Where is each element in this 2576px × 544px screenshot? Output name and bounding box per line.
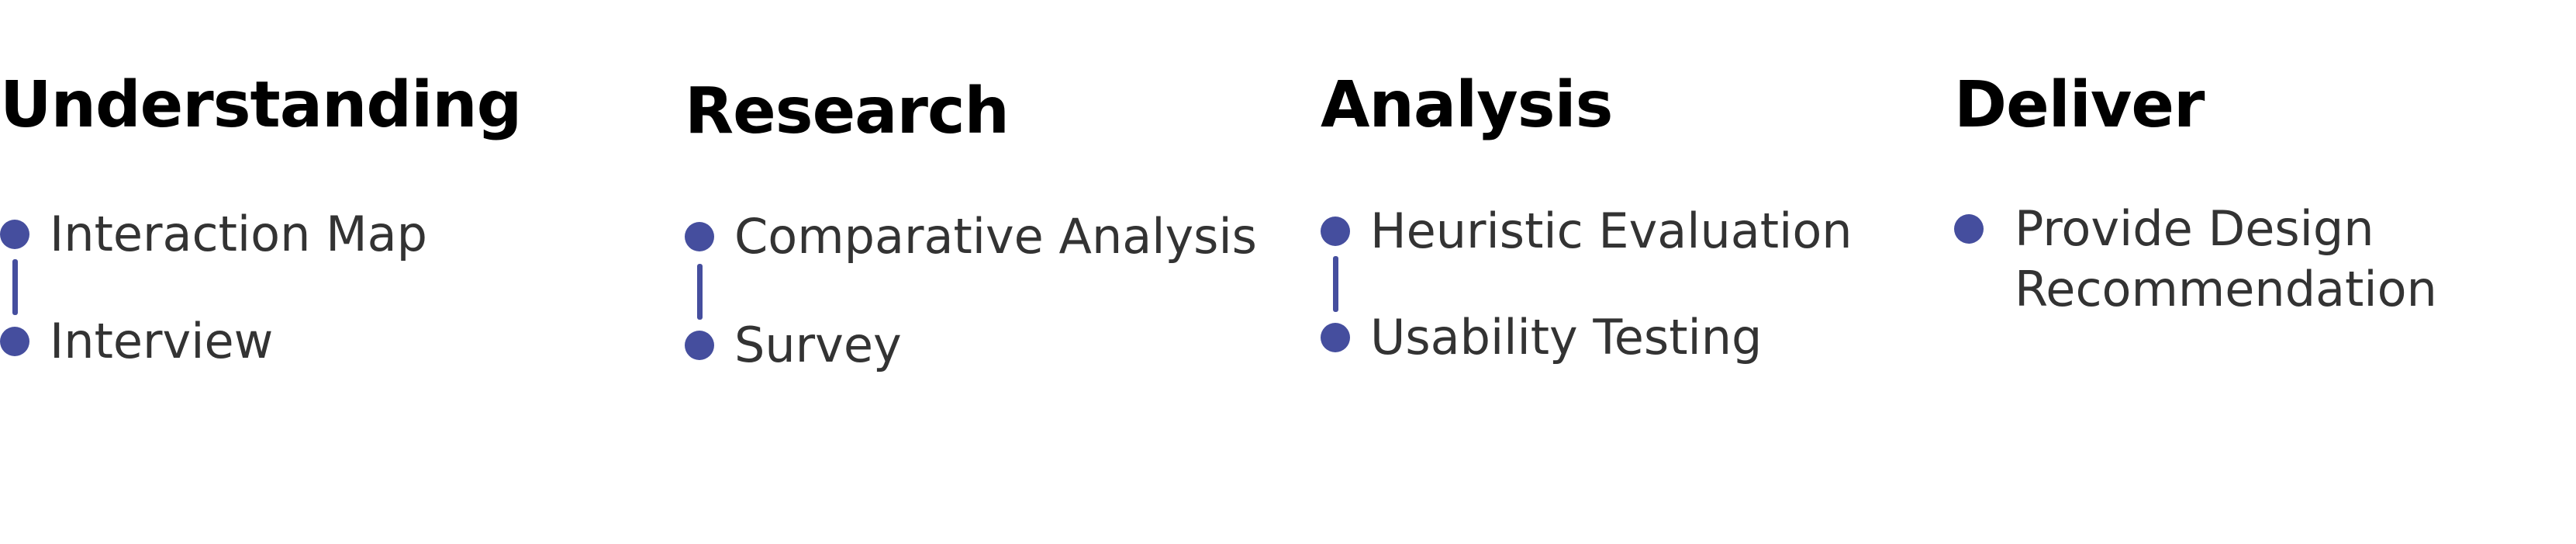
step-item: Comparative Analysis — [685, 206, 1305, 268]
step-connector — [1333, 256, 1338, 312]
phase-title: Research — [685, 74, 1010, 148]
phase-title: Analysis — [1321, 68, 1613, 142]
phase-title: Understanding — [0, 68, 522, 142]
step-label: Heuristic Evaluation — [1370, 203, 1853, 259]
step-connector — [12, 259, 18, 315]
phase-understanding: Understanding Interaction Map Interview — [0, 0, 620, 544]
step-continuation: Recommendation — [1954, 258, 2574, 321]
step-label: Comparative Analysis — [734, 208, 1257, 265]
step-dot-icon — [685, 331, 714, 360]
step-dot-icon — [1321, 217, 1350, 246]
step-label: Interview — [50, 313, 274, 369]
step-connector — [697, 264, 703, 320]
step-dot-icon — [1954, 214, 1984, 244]
step-label: Usability Testing — [1370, 309, 1763, 366]
step-dot-icon — [685, 222, 714, 251]
phase-research: Research Comparative Analysis Survey — [685, 0, 1305, 544]
step-dot-icon — [0, 327, 29, 356]
step-item: Interview — [0, 310, 620, 372]
step-dot-icon — [0, 220, 29, 249]
step-label: Provide Design — [2015, 200, 2374, 257]
step-dot-icon — [1321, 323, 1350, 352]
phase-title: Deliver — [1954, 68, 2205, 142]
phase-analysis: Analysis Heuristic Evaluation Usability … — [1321, 0, 1941, 544]
step-item: Provide Design — [1954, 198, 2574, 260]
step-item: Heuristic Evaluation — [1321, 200, 1941, 262]
step-item: Interaction Map — [0, 203, 620, 265]
step-label: Survey — [734, 317, 902, 373]
step-item: Usability Testing — [1321, 307, 1941, 369]
step-label: Recommendation — [2015, 261, 2437, 317]
step-label: Interaction Map — [50, 206, 427, 262]
phase-deliver: Deliver Provide Design Recommendation — [1954, 0, 2574, 544]
step-item: Survey — [685, 314, 1305, 376]
